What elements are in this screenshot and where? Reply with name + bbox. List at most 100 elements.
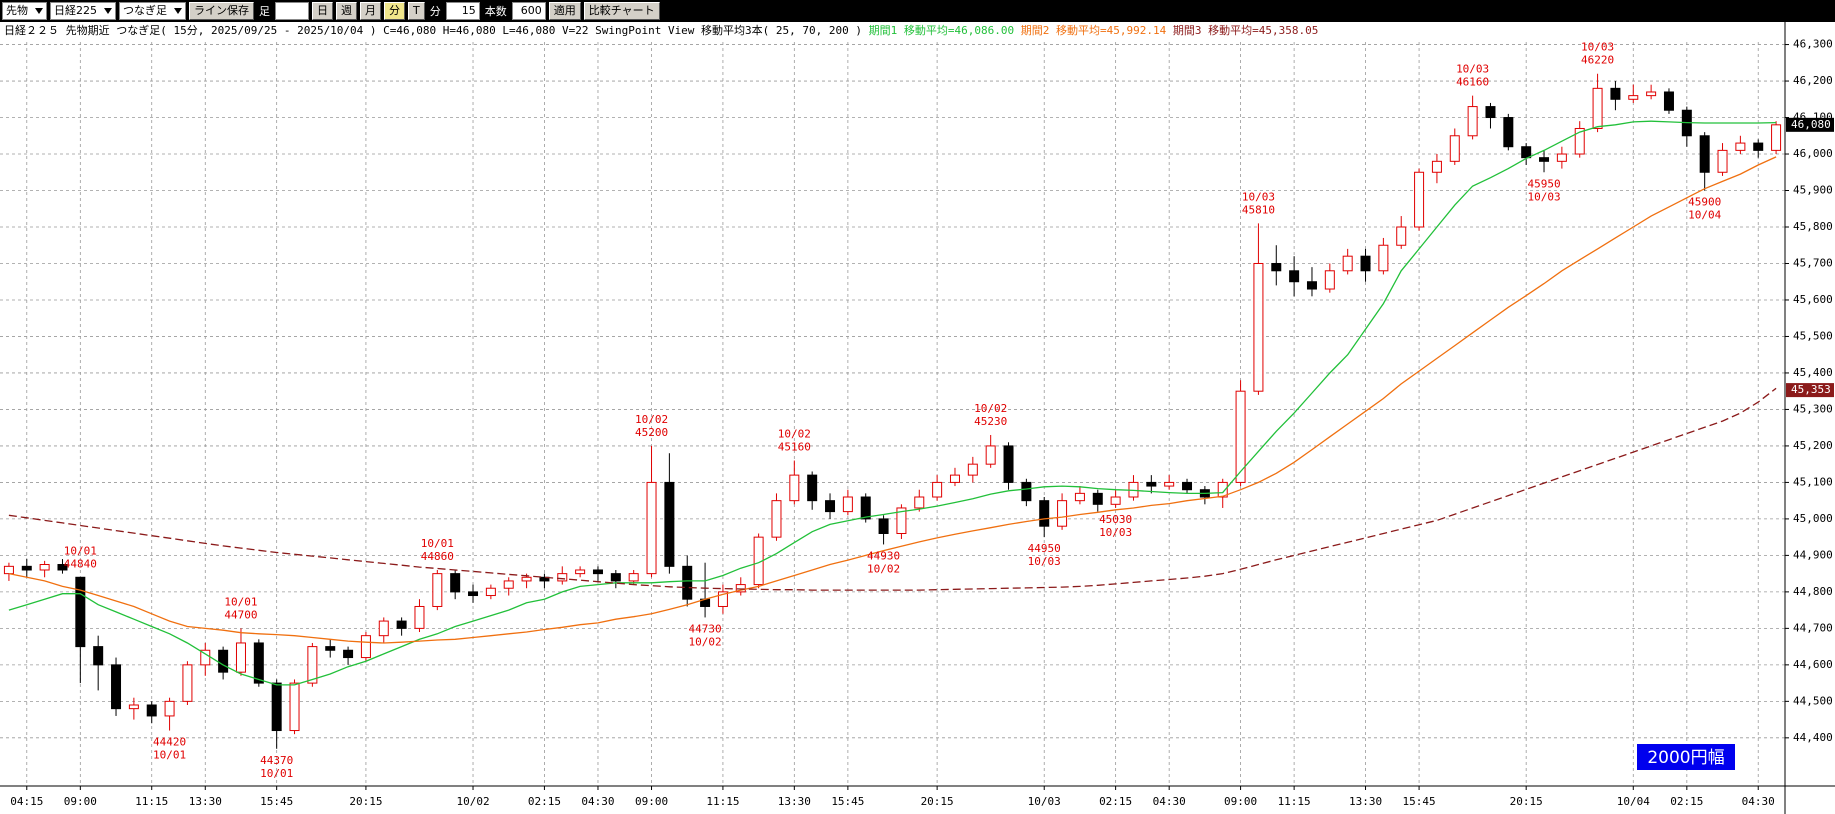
x-tick-label: 04:15 [10, 795, 43, 808]
period-button[interactable]: 日 [312, 2, 333, 20]
unit-label: 分 [429, 5, 441, 18]
candle-body [164, 700, 175, 717]
swing-label: 44950 [1028, 542, 1061, 555]
y-tick-label: 44,700 [1793, 621, 1833, 634]
candle-body [664, 481, 675, 567]
candle-body [75, 576, 86, 648]
y-tick-label: 45,500 [1793, 329, 1833, 342]
chart-title: 日経２２５ 先物期近 つなぎ足( 15分, 2025/09/25 - 2025/… [4, 23, 588, 37]
period-button[interactable]: 月 [360, 2, 381, 20]
price-tag-label: 46,080 [1791, 118, 1831, 131]
legend-entry: 期間2 移動平均=45,992.14 [1021, 23, 1167, 37]
swing-label: 45200 [635, 426, 668, 439]
swing-label: 44370 [260, 754, 293, 767]
symbol-select[interactable]: 日経225 [50, 2, 116, 20]
candle-body [896, 507, 907, 534]
swing-label: 44420 [153, 736, 186, 749]
swing-label: 10/03 [1527, 190, 1560, 203]
candle-body [1663, 91, 1674, 111]
swing-label: 44700 [224, 608, 257, 621]
bar-type-select[interactable]: つなぎ足 [119, 2, 186, 20]
candle-body [1592, 87, 1603, 129]
x-tick-label: 10/04 [1617, 795, 1650, 808]
swing-label: 10/02 [867, 562, 900, 575]
candle-body [450, 573, 461, 593]
price-tag-label: 45,353 [1791, 383, 1831, 396]
x-tick-label: 09:00 [1224, 795, 1257, 808]
x-tick-label: 15:45 [260, 795, 293, 808]
price-tag [1786, 117, 1834, 132]
candle-body [717, 591, 728, 607]
candle-body [111, 664, 122, 710]
swing-label: 10/02 [778, 428, 811, 441]
candle-body [235, 642, 246, 673]
apply-button[interactable]: 適用 [548, 2, 581, 20]
period-button[interactable]: 週 [336, 2, 357, 20]
candle-body [1146, 481, 1157, 487]
y-tick-label: 44,600 [1793, 658, 1833, 671]
candle-body [1253, 262, 1264, 392]
x-tick-label: 13:30 [189, 795, 222, 808]
y-tick-label: 44,400 [1793, 731, 1833, 744]
compare-button[interactable]: 比較チャート [583, 2, 660, 20]
candle-body [343, 649, 354, 659]
legend-entry: 期間1 移動平均=46,086.00 [869, 23, 1014, 37]
candle-body [1574, 127, 1585, 155]
candle-body [146, 704, 157, 717]
x-tick-label: 13:30 [778, 795, 811, 808]
x-tick-label: 10/03 [1028, 795, 1061, 808]
swing-label: 10/03 [1456, 63, 1489, 76]
swing-label: 10/02 [974, 402, 1007, 415]
ashi-input[interactable] [275, 2, 309, 20]
period-button[interactable]: 分 [384, 2, 405, 20]
x-tick-label: 13:30 [1349, 795, 1382, 808]
y-tick-label: 46,300 [1793, 38, 1833, 51]
chart-subtitle: SwingPoint View 移動平均3本( 25, 70, 200 ) [595, 23, 862, 37]
market-select[interactable]: 先物 [2, 2, 47, 20]
candle-body [485, 587, 496, 597]
candle-body [253, 642, 264, 684]
candle-body [1503, 117, 1514, 148]
count-input[interactable]: 600 [511, 2, 546, 20]
swing-label: 10/03 [1099, 526, 1132, 539]
range-note: 2000円幅 [1647, 748, 1724, 768]
y-tick-label: 45,400 [1793, 366, 1833, 379]
candle-body [3, 565, 14, 575]
candle-body [1021, 481, 1032, 502]
legend-entry: 期間3 移動平均=45,358.05 [1173, 23, 1318, 37]
swing-label: 45950 [1527, 177, 1560, 190]
swing-label: 45230 [974, 415, 1007, 428]
candle-body [521, 576, 532, 582]
x-tick-label: 04:30 [1742, 795, 1775, 808]
candle-body [468, 591, 479, 597]
y-tick-label: 45,000 [1793, 512, 1833, 525]
candle-body [271, 682, 282, 732]
candle-body [1521, 146, 1532, 159]
swing-label: 44730 [689, 622, 722, 635]
candle-body [93, 646, 104, 666]
save-button[interactable]: ライン保存 [189, 2, 254, 20]
swing-label: 45030 [1099, 513, 1132, 526]
x-tick-label: 11:15 [1278, 795, 1311, 808]
x-tick-label: 10/02 [456, 795, 489, 808]
candle-body [789, 474, 800, 502]
candle-body [1092, 492, 1103, 505]
interval-input[interactable]: 15 [445, 2, 480, 20]
period-button[interactable]: T [408, 2, 425, 20]
toolbar: 先物 日経225 つなぎ足 ライン保存 足 日 週 月 分 T 分 15 本数 … [0, 0, 1835, 22]
swing-label: 10/02 [689, 635, 722, 648]
candle-body [1003, 445, 1014, 483]
moving-average-line [8, 120, 1777, 686]
swing-label: 46220 [1581, 54, 1614, 67]
swing-label: 44930 [867, 549, 900, 562]
candle-body [771, 500, 782, 538]
x-tick-label: 09:00 [635, 795, 668, 808]
candle-body [307, 646, 318, 684]
y-tick-label: 45,800 [1793, 220, 1833, 233]
moving-average-line [8, 156, 1777, 644]
swing-label: 10/01 [64, 544, 97, 557]
x-tick-label: 11:15 [135, 795, 168, 808]
